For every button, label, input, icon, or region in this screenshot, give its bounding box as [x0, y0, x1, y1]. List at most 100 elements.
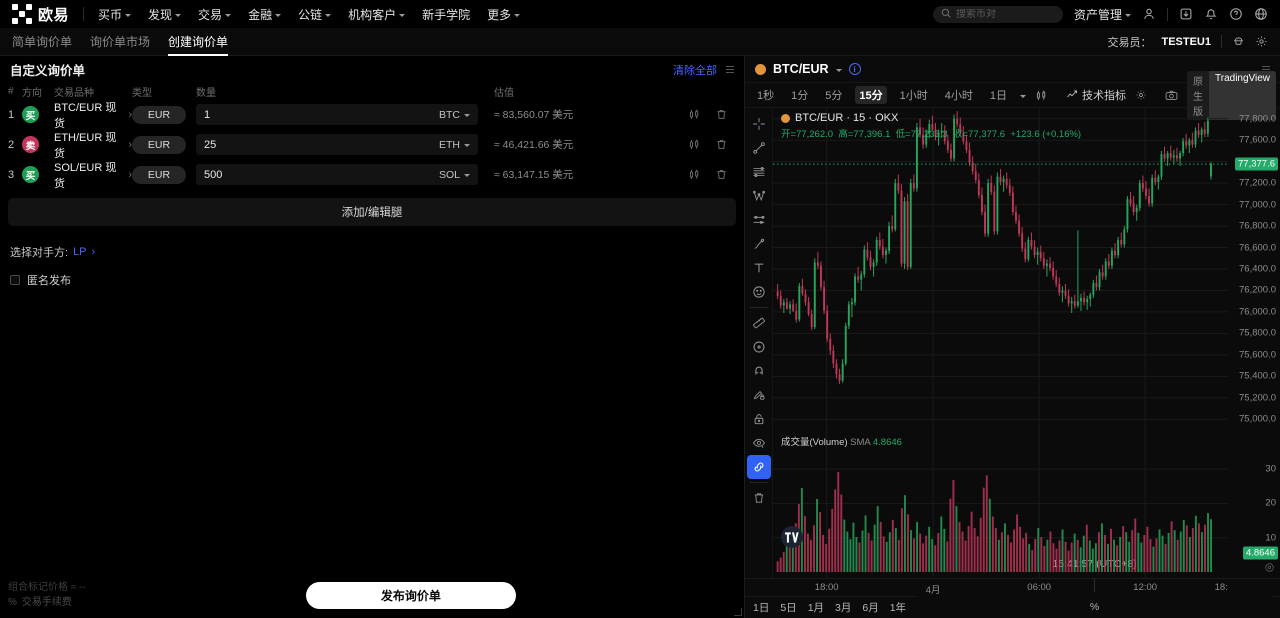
eye-icon[interactable] — [747, 431, 771, 455]
publish-rfq-button[interactable]: 发布询价单 — [305, 581, 516, 609]
quantity-field[interactable]: ETH — [196, 134, 478, 155]
quantity-field[interactable]: BTC — [196, 104, 478, 125]
chart-type-icon[interactable] — [1035, 89, 1048, 102]
range-5d[interactable]: 5日 — [780, 602, 797, 614]
crosshair-icon[interactable] — [747, 112, 771, 136]
camera-snapshot-icon[interactable] — [1165, 89, 1178, 102]
timeframe-1s[interactable]: 1秒 — [757, 90, 775, 102]
instrument-cell[interactable]: SOL/EUR 现货 › — [54, 159, 132, 191]
brand-logo[interactable]: 欧易 — [12, 4, 69, 25]
timeframe-1h[interactable]: 1小时 — [899, 90, 928, 102]
direction-cell[interactable]: 买 — [22, 106, 54, 123]
trend-line-icon[interactable] — [747, 136, 771, 160]
user-icon[interactable] — [1142, 7, 1156, 21]
globe-icon[interactable] — [1254, 7, 1268, 21]
sync-link-icon[interactable] — [746, 455, 771, 479]
nav-item-finance[interactable]: 金融 — [248, 6, 282, 23]
instrument-cell[interactable]: ETH/EUR 现货 › — [54, 129, 132, 161]
delete-icon[interactable] — [715, 168, 728, 181]
unit-selector[interactable]: BTC — [439, 109, 470, 121]
chevron-down-icon[interactable] — [1020, 94, 1026, 98]
gear-icon[interactable] — [1255, 35, 1268, 48]
pitchfork-icon[interactable] — [747, 208, 771, 232]
unlock-icon[interactable] — [747, 407, 771, 431]
clear-all-button[interactable]: 清除全部 — [673, 64, 717, 77]
quantity-field[interactable]: SOL — [196, 164, 478, 185]
range-3mo[interactable]: 3月 — [835, 602, 852, 614]
help-icon[interactable] — [1229, 7, 1243, 21]
unit-selector[interactable]: SOL — [439, 169, 470, 181]
timeframe-1d[interactable]: 1日 — [989, 90, 1007, 102]
nav-item-trade[interactable]: 交易 — [198, 6, 232, 23]
direction-cell[interactable]: 卖 — [22, 136, 54, 153]
delete-icon[interactable] — [715, 138, 728, 151]
trash-icon[interactable] — [747, 486, 771, 510]
search-box[interactable] — [932, 5, 1063, 23]
indicators-button[interactable]: 技术指标 — [1066, 87, 1126, 103]
add-edit-leg-button[interactable]: 添加/编辑腿 — [8, 198, 736, 226]
type-cell[interactable]: EUR — [132, 165, 196, 184]
nav-item-chain[interactable]: 公链 — [298, 6, 332, 23]
resize-handle[interactable] — [734, 608, 742, 616]
nav-item-academy[interactable]: 新手学院 — [422, 6, 470, 23]
price-axis[interactable]: 77,800.077,600.077,400.077,200.077,000.0… — [1228, 108, 1280, 578]
chevron-down-icon[interactable] — [835, 68, 842, 72]
drag-handle[interactable] — [726, 66, 734, 73]
counterparty-value[interactable]: LP — [73, 246, 87, 258]
timeframe-1m[interactable]: 1分 — [791, 90, 809, 102]
candlestick-icon[interactable] — [688, 138, 701, 151]
direction-cell[interactable]: 买 — [22, 166, 54, 183]
search-input[interactable] — [955, 8, 1055, 20]
anonymous-publish-checkbox[interactable]: 匿名发布 — [10, 272, 744, 288]
ruler-icon[interactable] — [747, 311, 771, 335]
emoji-icon[interactable] — [747, 280, 771, 304]
nav-item-more[interactable]: 更多 — [487, 6, 521, 23]
tab-create-rfq[interactable]: 创建询价单 — [168, 28, 229, 56]
magnet-icon[interactable] — [747, 359, 771, 383]
timeframe-4h[interactable]: 4小时 — [944, 90, 973, 102]
tab-simple-rfq[interactable]: 简单询价单 — [12, 34, 73, 49]
pencil-lock-icon[interactable] — [747, 383, 771, 407]
range-1d[interactable]: 1日 — [753, 602, 770, 614]
instrument-cell[interactable]: BTC/EUR 现货 › — [54, 99, 132, 131]
nav-item-discover[interactable]: 发现 — [148, 6, 182, 23]
candlestick-icon[interactable] — [688, 108, 701, 121]
quantity-input[interactable] — [204, 138, 439, 151]
scale-percent-button[interactable]: % — [1089, 600, 1100, 613]
assets-menu[interactable]: 资产管理 — [1074, 6, 1131, 23]
range-6mo[interactable]: 6月 — [862, 602, 879, 614]
fib-pattern-icon[interactable] — [747, 184, 771, 208]
checkbox-icon[interactable] — [10, 275, 20, 285]
axis-settings-icon[interactable] — [1264, 562, 1275, 576]
range-1y[interactable]: 1年 — [889, 602, 907, 614]
tab-rfq-market[interactable]: 询价单市场 — [90, 34, 151, 49]
type-pill[interactable]: EUR — [132, 135, 186, 154]
view-mode-tradingview[interactable]: TradingView — [1209, 70, 1277, 120]
zoom-in-icon[interactable] — [747, 335, 771, 359]
type-pill[interactable]: EUR — [132, 165, 186, 184]
brush-icon[interactable] — [747, 232, 771, 256]
download-icon[interactable] — [1179, 7, 1193, 21]
text-icon[interactable] — [747, 256, 771, 280]
time-axis[interactable]: 18:00 4月 06:00 12:00 18: — [745, 578, 1280, 596]
chart-settings-gear-icon[interactable] — [1135, 89, 1147, 101]
delete-icon[interactable] — [715, 108, 728, 121]
candlestick-icon[interactable] — [688, 168, 701, 181]
range-1mo[interactable]: 1月 — [807, 602, 825, 614]
nav-item-institutional[interactable]: 机构客户 — [348, 6, 406, 23]
chart-plot-area[interactable]: BTC/EUR · 15 · OKX 开=77,262.0 高=77,396.1… — [773, 108, 1228, 578]
timeframe-5m[interactable]: 5分 — [825, 90, 843, 102]
nav-item-buy[interactable]: 买币 — [98, 6, 132, 23]
horizontal-lines-icon[interactable] — [747, 160, 771, 184]
quantity-input[interactable] — [204, 168, 439, 181]
type-cell[interactable]: EUR — [132, 135, 196, 154]
type-cell[interactable]: EUR — [132, 105, 196, 124]
hat-icon[interactable] — [1232, 35, 1245, 48]
timeframe-15m[interactable]: 15分 — [855, 86, 887, 104]
unit-selector[interactable]: ETH — [439, 139, 470, 151]
type-pill[interactable]: EUR — [132, 105, 186, 124]
quantity-input[interactable] — [204, 108, 439, 121]
view-mode-native[interactable]: 原生版 — [1193, 76, 1203, 118]
info-icon[interactable]: i — [848, 63, 861, 75]
bell-icon[interactable] — [1204, 7, 1218, 21]
